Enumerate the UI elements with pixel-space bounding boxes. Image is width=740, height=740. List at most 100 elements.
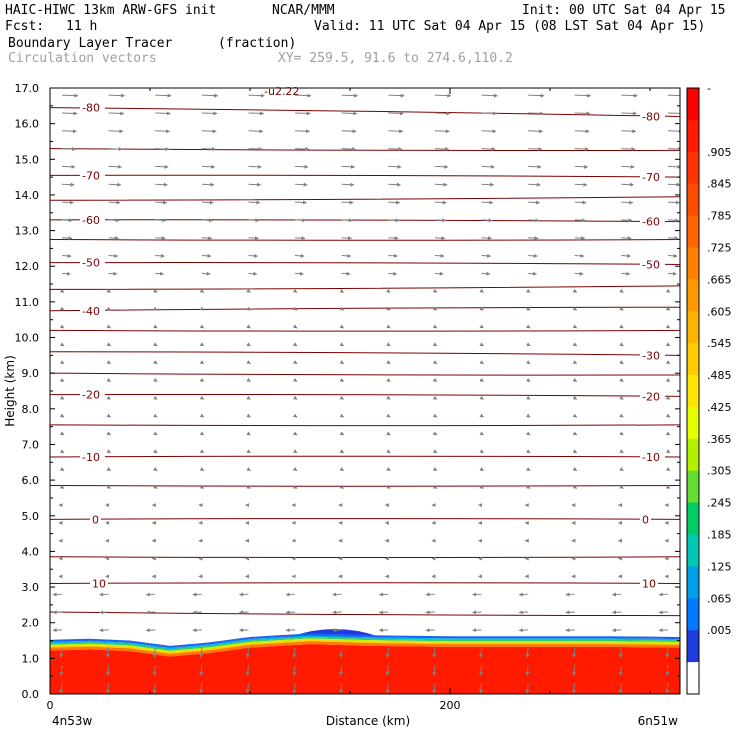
wind-vector	[341, 111, 358, 116]
wind-vector	[246, 324, 251, 329]
wind-vector	[481, 253, 492, 258]
wind-vector	[621, 200, 634, 205]
wind-vector	[339, 324, 345, 329]
wind-vector	[621, 93, 638, 98]
wind-vector	[199, 288, 205, 293]
wind-vector	[199, 395, 205, 400]
wind-vector	[432, 360, 438, 365]
wind-vector	[199, 683, 204, 694]
wind-vector	[145, 628, 156, 633]
wind-vector	[665, 360, 671, 365]
colorbar-label: .425	[707, 401, 732, 414]
wind-vector	[155, 182, 168, 187]
wind-vector	[339, 360, 345, 365]
wind-vector	[619, 360, 624, 365]
wind-vector	[574, 253, 585, 258]
temperature-contour	[50, 393, 680, 397]
wind-vector	[201, 236, 213, 241]
wind-vector	[59, 467, 65, 472]
axes: 0.0 1.0 2.0 3.0 4.0 5.0 6.0 7.0 8.0 9.0 10.0 11.0 12…	[3, 82, 681, 728]
contour-label: -60	[642, 216, 660, 229]
wind-vector	[295, 218, 307, 223]
wind-vector	[528, 253, 538, 258]
colorbar-label: .845	[707, 178, 732, 191]
wind-vector	[481, 200, 494, 205]
wind-vector	[155, 93, 172, 98]
wind-vector	[246, 288, 251, 293]
wind-vector	[246, 484, 251, 489]
wind-vector	[526, 342, 531, 347]
colorbar-swatch	[687, 566, 699, 599]
wind-vector	[201, 218, 213, 223]
wind-vector	[432, 683, 437, 694]
colorbar-swatch	[687, 279, 699, 312]
wind-vector	[572, 484, 578, 489]
wind-vector	[388, 164, 402, 169]
temperature-contour	[50, 455, 680, 458]
contour-label-bg	[640, 513, 651, 526]
wind-vector	[248, 200, 261, 205]
wind-vector	[246, 377, 251, 382]
wind-vector	[665, 484, 671, 489]
wind-vector	[378, 592, 389, 597]
y-tick-label: 10.0	[15, 332, 40, 345]
wind-vector	[245, 647, 250, 659]
wind-vector	[61, 253, 72, 258]
wind-vector	[295, 164, 309, 169]
y-tick-label: 2.0	[22, 617, 40, 630]
colorbar-swatch	[687, 470, 699, 504]
wind-vector	[665, 395, 671, 400]
wind-vector	[292, 342, 298, 347]
wind-vector	[479, 449, 484, 454]
wind-vector	[621, 111, 637, 116]
wind-vector	[432, 665, 437, 676]
wind-vector	[572, 342, 578, 347]
wind-vector	[518, 628, 529, 633]
y-tick-label: 14.0	[15, 189, 40, 202]
temperature-contour	[50, 372, 680, 376]
wind-vector	[106, 413, 111, 418]
wind-vector	[59, 665, 64, 676]
wind-vector	[332, 628, 342, 633]
fcst-value: 11 h	[66, 19, 98, 34]
wind-vector	[434, 218, 447, 223]
wind-vector	[292, 413, 298, 418]
x-right-end-label: 6n51w	[638, 714, 679, 728]
wind-vector	[52, 610, 63, 615]
wind-vector	[341, 93, 359, 98]
contour-label-bg	[80, 101, 105, 114]
wind-vector	[434, 111, 451, 116]
wind-vector	[292, 306, 298, 311]
wind-vector	[528, 200, 541, 205]
field-unit: (fraction)	[218, 36, 297, 51]
colorbar-swatch	[687, 215, 699, 248]
wind-vector	[526, 449, 531, 454]
wind-vector	[155, 200, 168, 205]
wind-vector	[432, 449, 438, 454]
colorbar-label: .605	[707, 305, 732, 318]
wind-vector	[432, 306, 438, 311]
wind-vector	[481, 182, 495, 187]
y-axis-title: Height (km)	[3, 355, 17, 426]
wind-vector	[108, 200, 121, 205]
wind-vector	[386, 484, 391, 489]
contour-label-bg	[640, 349, 665, 362]
wind-vector	[472, 628, 482, 633]
plot-frame	[49, 87, 681, 695]
wind-vector	[106, 449, 111, 454]
colorbar-label: .245	[707, 497, 732, 510]
wind-vector	[199, 360, 205, 365]
colorbar-label: .785	[707, 210, 732, 223]
contour-label: -50	[642, 258, 660, 271]
wind-vector	[199, 449, 205, 454]
wind-vector	[574, 147, 589, 152]
wind-vector	[201, 253, 212, 258]
wind-vector	[665, 377, 671, 382]
wind-vector	[621, 182, 634, 187]
wind-vector	[292, 324, 298, 329]
wind-vector	[619, 324, 624, 329]
wind-vector	[153, 484, 158, 489]
contour-label-bg	[640, 110, 665, 123]
wind-vector	[201, 164, 216, 169]
tracer-band-green	[50, 636, 680, 651]
